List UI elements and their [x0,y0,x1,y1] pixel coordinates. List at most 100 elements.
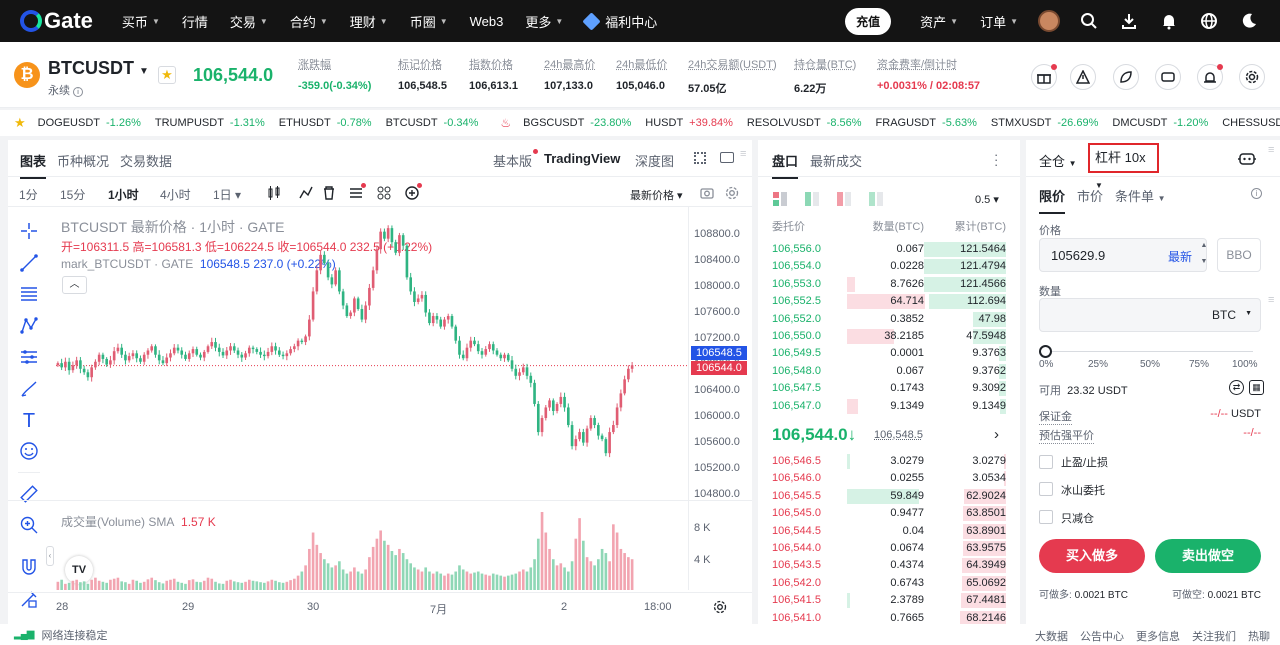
chart-settings-icon[interactable] [725,186,739,203]
camera-icon[interactable] [700,186,714,203]
tp-sl-checkbox[interactable] [1039,455,1053,469]
bid-row[interactable]: 106,544.0 0.0674 63.9575 [758,540,1020,557]
drag-handle-icon[interactable]: ≡ [1268,144,1275,156]
tab-trading-data[interactable]: 交易数据 [120,154,173,169]
prediction-icon[interactable] [18,346,40,368]
gift-icon[interactable] [1031,64,1057,90]
tab-chart[interactable]: 图表 [20,151,47,179]
interval-15m[interactable]: 15分 [60,188,86,202]
interval-4h[interactable]: 4小时 [160,188,191,202]
nav-more[interactable]: 更多 ▼ [525,12,563,31]
price-mode-select[interactable]: 最新价格 ▾ [630,190,683,202]
bid-row[interactable]: 106,542.0 0.6743 65.0692 [758,575,1020,592]
tradingview-logo[interactable]: TV [65,556,93,584]
nav-assets[interactable]: 资产 ▼ [920,12,958,31]
marquee-item[interactable]: RESOLVUSDT -8.56% [747,117,862,129]
moon-icon[interactable] [1238,10,1260,32]
tick-size-select[interactable]: 0.5 ▾ [975,194,999,206]
tab-recent-trades[interactable]: 最新成交 [810,154,863,169]
bell-icon[interactable] [1158,10,1180,32]
view-basic[interactable]: 基本版 [493,149,539,170]
view-depth-chart[interactable]: 深度图 [635,154,675,169]
marquee-item[interactable]: DOGEUSDT -1.26% [38,117,141,129]
transfer-icon[interactable]: ⇄ [1229,380,1244,395]
buy-long-button[interactable]: 买入做多 [1039,539,1145,573]
nav-buy-crypto[interactable]: 买币 ▼ [122,12,160,31]
marquee-item[interactable]: HUSDT +39.84% [645,117,733,129]
nav-web3[interactable]: Web3 [470,14,504,29]
nav-rewards-hub[interactable]: 福利中心 [582,11,657,31]
favorite-star-icon[interactable]: ★ [158,66,176,84]
slider-track[interactable] [1045,351,1253,352]
nav-square[interactable]: 币圈 ▼ [410,12,448,31]
settings-gear-icon[interactable] [1239,64,1265,90]
bbo-button[interactable]: BBO [1217,238,1261,272]
book-bids-only-icon[interactable] [805,192,819,209]
ask-row[interactable]: 106,547.5 0.1743 9.3092 [758,380,1020,397]
footer-link[interactable]: 更多信息 [1136,631,1180,643]
bid-row[interactable]: 106,545.5 59.849 62.9024 [758,488,1020,505]
nav-markets[interactable]: 行情 [182,12,208,31]
trend-line-icon[interactable] [18,252,40,274]
ask-row[interactable]: 106,553.0 8.7626 121.4566 [758,276,1020,293]
warning-icon[interactable] [1070,64,1096,90]
axis-settings-icon[interactable] [713,600,727,617]
pattern-icon[interactable] [18,315,40,337]
ask-row[interactable]: 106,552.5 64.714 112.694 [758,293,1020,310]
fullscreen-icon[interactable] [694,152,706,164]
marquee-item[interactable]: DMCUSDT -1.20% [1112,117,1208,129]
slider-mark[interactable]: 75% [1189,359,1210,370]
interval-1d[interactable]: 1日 ▾ [213,188,242,202]
bid-row[interactable]: 106,541.0 0.7665 68.2146 [758,610,1020,627]
marquee-item[interactable]: BGSCUSDT -23.80% [523,117,631,129]
slider-mark[interactable]: 0% [1039,359,1054,370]
add-indicator-icon[interactable] [404,183,422,204]
list-icon[interactable] [348,183,366,204]
search-icon[interactable] [1078,10,1100,32]
interval-1m[interactable]: 1分 [19,188,38,202]
book-compact-icon[interactable] [869,192,883,209]
ask-row[interactable]: 106,550.0 38.2185 47.5948 [758,328,1020,345]
globe-icon[interactable] [1198,10,1220,32]
footer-link[interactable]: 大数据 [1035,631,1068,643]
crosshair-icon[interactable] [18,220,40,242]
slider-mark[interactable]: 25% [1088,359,1109,370]
ticket-icon[interactable] [1155,64,1181,90]
ask-row[interactable]: 106,548.0 0.067 9.3762 [758,363,1020,380]
bid-row[interactable]: 106,545.0 0.9477 63.8501 [758,505,1020,522]
drag-handle-icon[interactable]: ≡ [1268,294,1275,306]
price-input[interactable]: 105629.9 最新 [1039,238,1207,272]
grid-layout-icon[interactable] [376,185,392,204]
favorite-star-icon[interactable]: ★ [14,115,26,130]
pair-selector[interactable]: BTCUSDT ▼ [48,58,149,79]
footer-link[interactable]: 热聊 [1248,631,1270,643]
more-vertical-icon[interactable]: · · · [994,147,999,172]
margin-mode-select[interactable]: 全仓 ▼ [1039,151,1077,170]
slider-handle[interactable] [1039,345,1052,358]
footer-link[interactable]: 关注我们 [1192,631,1236,643]
book-asks-only-icon[interactable] [837,192,851,209]
latest-price-button[interactable]: 最新 [1167,250,1192,264]
bid-row[interactable]: 106,546.0 0.0255 3.0534 [758,470,1020,487]
marquee-item[interactable]: CHESSUSDT+7 [1222,117,1280,129]
calculator-icon[interactable]: ▦ [1249,380,1264,395]
bid-row[interactable]: 106,544.5 0.04 63.8901 [758,523,1020,540]
text-tool-icon[interactable]: T [22,409,36,432]
collapse-toolbar-icon[interactable]: ‹ [46,546,54,566]
iceberg-checkbox[interactable] [1039,482,1053,496]
trash-icon[interactable] [321,185,337,204]
ask-row[interactable]: 106,554.0 0.0228 121.4794 [758,258,1020,275]
collapse-legend-button[interactable]: ︿ [62,276,87,294]
marquee-item[interactable]: FRAGUSDT -5.63% [876,117,977,129]
indicator-icon[interactable] [298,185,314,204]
marquee-item[interactable]: ETHUSDT -0.78% [279,117,372,129]
gate-logo[interactable]: Gate [20,8,93,34]
ask-row[interactable]: 106,549.5 0.0001 9.3763 [758,345,1020,362]
window-icon[interactable] [720,152,734,163]
tab-coin-info[interactable]: 币种概况 [57,154,110,169]
emoji-icon[interactable] [18,440,40,462]
ask-row[interactable]: 106,552.0 0.3852 47.98 [758,311,1020,328]
tab-order-book[interactable]: 盘口 [772,151,799,179]
nav-futures[interactable]: 合约 ▼ [290,12,328,31]
ruler-icon[interactable] [18,483,40,505]
